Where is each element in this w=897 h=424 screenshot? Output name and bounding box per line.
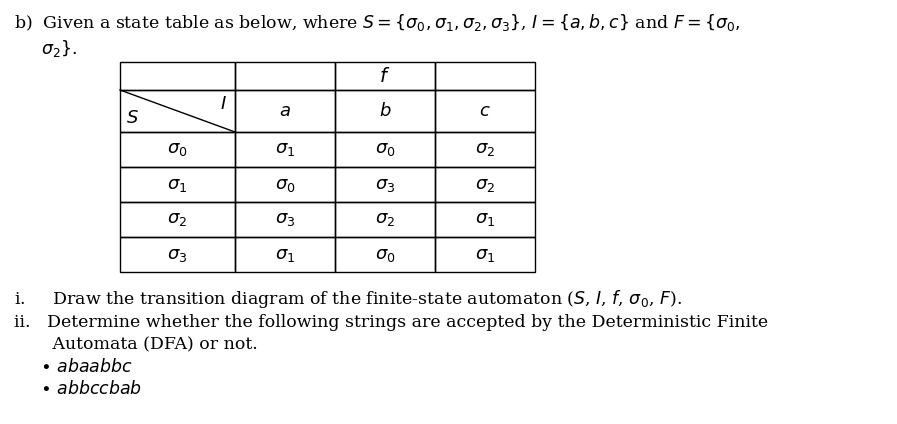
Bar [235, 132, 335, 167]
Text: $\sigma_2$: $\sigma_2$ [168, 210, 187, 229]
Bar [235, 237, 335, 272]
Text: $\sigma_1$: $\sigma_1$ [475, 210, 495, 229]
Text: $\sigma_1$: $\sigma_1$ [274, 245, 295, 263]
Text: $\bullet$ $abaabbc$: $\bullet$ $abaabbc$ [40, 358, 133, 376]
Bar [435, 167, 535, 202]
Text: $I$: $I$ [220, 95, 227, 113]
Text: $f$: $f$ [379, 67, 391, 86]
Text: $c$: $c$ [479, 102, 491, 120]
Text: $\sigma_2$: $\sigma_2$ [375, 210, 395, 229]
Text: $\bullet$ $abbccbab$: $\bullet$ $abbccbab$ [40, 380, 142, 398]
Text: $\sigma_3$: $\sigma_3$ [274, 210, 295, 229]
Bar [435, 90, 535, 132]
Text: $\sigma_1$: $\sigma_1$ [274, 140, 295, 159]
Bar [235, 202, 335, 237]
Bar [120, 237, 235, 272]
Text: $a$: $a$ [279, 102, 291, 120]
Text: $\sigma_0$: $\sigma_0$ [375, 140, 396, 159]
Text: $\sigma_1$: $\sigma_1$ [168, 176, 187, 193]
Bar [120, 202, 235, 237]
Text: Automata (DFA) or not.: Automata (DFA) or not. [14, 336, 257, 353]
Text: i.     Draw the transition diagram of the finite-state automaton ($S$, $I$, $f$,: i. Draw the transition diagram of the fi… [14, 288, 682, 310]
Text: $S$: $S$ [126, 109, 139, 127]
Bar [120, 90, 235, 132]
Bar [235, 62, 335, 90]
Text: $\sigma_3$: $\sigma_3$ [375, 176, 396, 193]
Bar [335, 132, 435, 167]
Bar [435, 202, 535, 237]
Text: $\sigma_0$: $\sigma_0$ [375, 245, 396, 263]
Text: ii.   Determine whether the following strings are accepted by the Deterministic : ii. Determine whether the following stri… [14, 314, 768, 331]
Text: $\sigma_0$: $\sigma_0$ [274, 176, 295, 193]
Bar [435, 62, 535, 90]
Text: $\sigma_2\}$.: $\sigma_2\}$. [14, 38, 78, 59]
Bar [335, 237, 435, 272]
Text: $\sigma_2$: $\sigma_2$ [475, 176, 495, 193]
Bar [335, 167, 435, 202]
Bar [435, 132, 535, 167]
Text: b)  Given a state table as below, where $S = \{\sigma_0, \sigma_1, \sigma_2, \si: b) Given a state table as below, where $… [14, 12, 741, 33]
Text: $\sigma_2$: $\sigma_2$ [475, 140, 495, 159]
Bar [335, 62, 435, 90]
Text: $\sigma_1$: $\sigma_1$ [475, 245, 495, 263]
Bar [120, 62, 235, 90]
Bar [235, 167, 335, 202]
Text: $\sigma_3$: $\sigma_3$ [168, 245, 187, 263]
Text: $\sigma_0$: $\sigma_0$ [167, 140, 187, 159]
Bar [235, 90, 335, 132]
Bar [335, 90, 435, 132]
Bar [120, 167, 235, 202]
Bar [435, 237, 535, 272]
Bar [120, 132, 235, 167]
Text: $b$: $b$ [379, 102, 391, 120]
Bar [335, 202, 435, 237]
